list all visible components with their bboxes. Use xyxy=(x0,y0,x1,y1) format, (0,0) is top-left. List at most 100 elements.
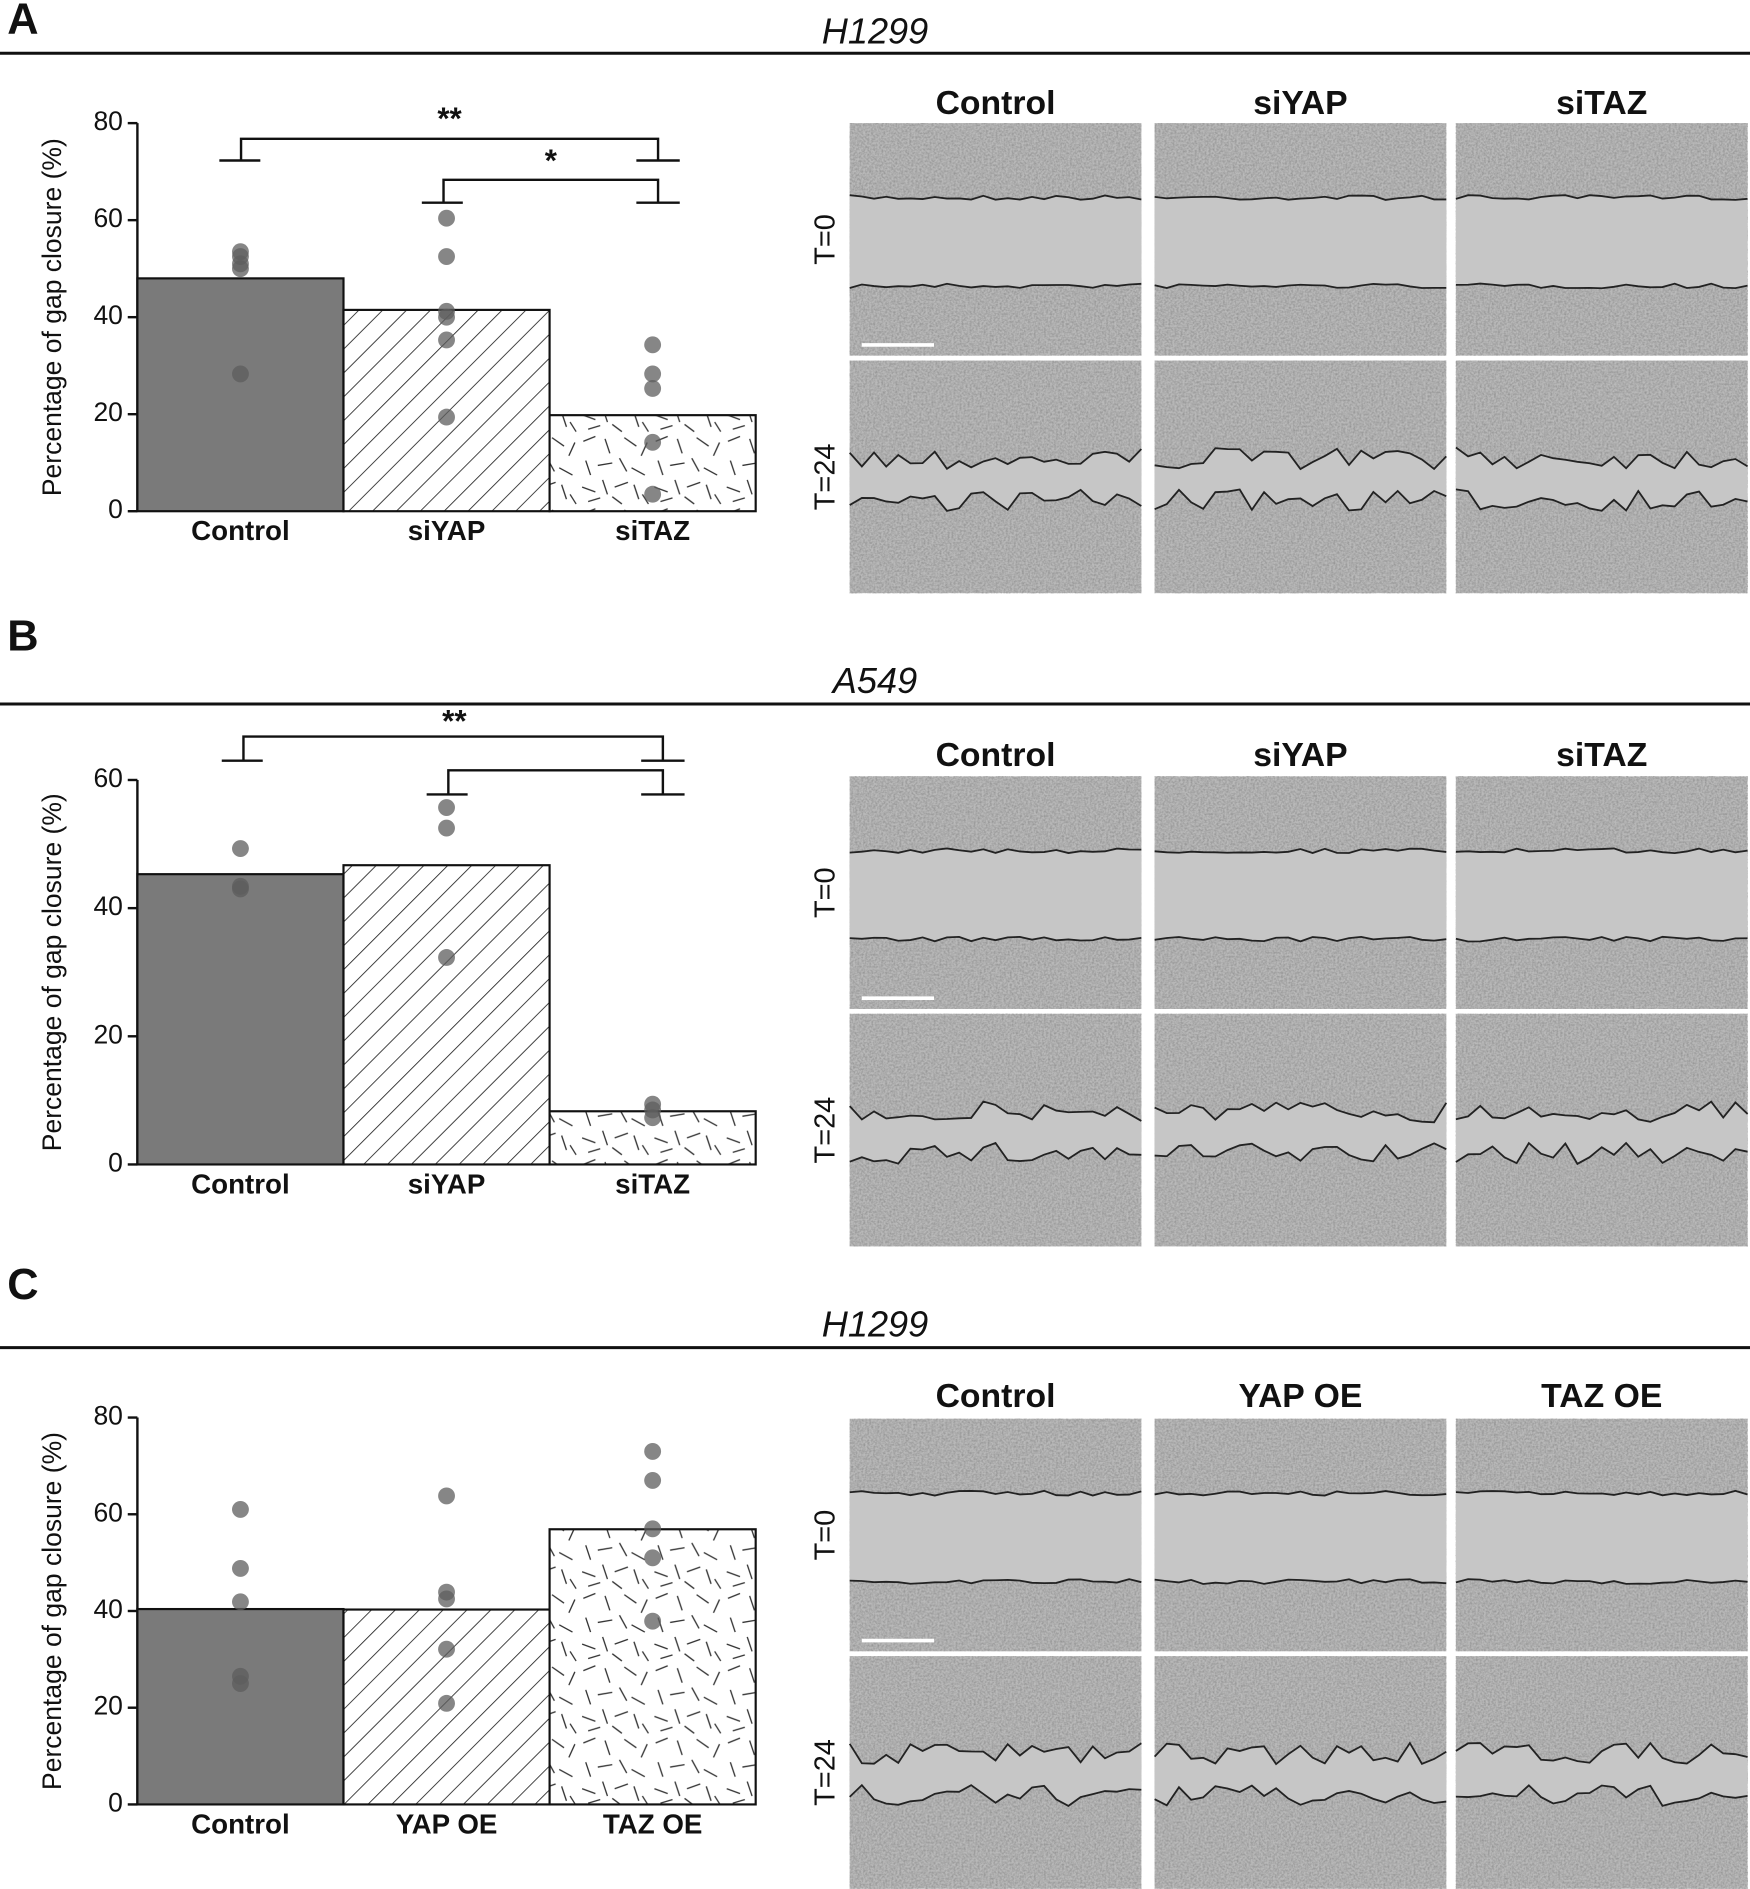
panel-label: C xyxy=(7,1261,38,1309)
data-point xyxy=(644,365,662,383)
wound-edge xyxy=(1455,935,1748,943)
significance-label: ** xyxy=(437,101,462,136)
image-separator xyxy=(849,355,1748,361)
image-row-label: T=0 xyxy=(809,214,841,265)
image-separator xyxy=(849,1008,1748,1014)
wound-edge xyxy=(1455,194,1748,201)
data-point xyxy=(644,1471,662,1489)
data-point xyxy=(644,336,662,354)
data-point xyxy=(438,1590,455,1608)
panel-label: B xyxy=(7,612,38,660)
wound-gap xyxy=(1154,448,1447,511)
data-point xyxy=(438,1640,455,1658)
wound-edge xyxy=(849,935,1142,943)
data-point xyxy=(438,1487,455,1505)
wound-edge xyxy=(1154,1784,1447,1807)
y-tick-label: 20 xyxy=(93,1691,122,1721)
y-tick-label: 0 xyxy=(108,494,123,524)
y-axis-label: Percentage of gap closure (%) xyxy=(37,793,67,1151)
y-tick-label: 60 xyxy=(93,1497,122,1527)
image-row-label: T=24 xyxy=(809,1097,841,1164)
x-tick-label: Control xyxy=(191,515,290,546)
bar xyxy=(136,873,345,1166)
y-tick-label: 80 xyxy=(93,1401,122,1431)
wound-gap xyxy=(1154,1743,1447,1806)
data-point xyxy=(232,880,249,898)
wound-edge xyxy=(1154,1490,1447,1497)
image-row-label: T=24 xyxy=(809,444,841,511)
data-point xyxy=(438,408,455,426)
data-point xyxy=(644,1442,662,1460)
wound-edge xyxy=(1455,1741,1748,1765)
wound-edge xyxy=(1455,1100,1749,1123)
wound-edge xyxy=(1455,446,1749,470)
y-tick-label: 20 xyxy=(93,397,122,427)
bar xyxy=(342,864,551,1166)
wound-edge xyxy=(1154,283,1447,289)
data-point xyxy=(438,1694,455,1712)
data-point xyxy=(232,365,249,383)
data-point xyxy=(438,331,455,349)
significance-label: * xyxy=(545,143,558,178)
wound-edge xyxy=(849,1578,1142,1585)
data-point xyxy=(232,1560,249,1577)
data-point xyxy=(438,949,455,966)
wound-edge xyxy=(1154,488,1447,512)
wound-edge xyxy=(849,1141,1142,1165)
image-row-label: T=24 xyxy=(809,1739,841,1806)
wound-gap xyxy=(849,848,1142,942)
image-separator xyxy=(849,1651,1748,1657)
wound-gap xyxy=(1455,1490,1748,1584)
wound-edge xyxy=(849,847,1142,854)
y-tick-label: 40 xyxy=(93,1594,122,1624)
wound-edge xyxy=(1455,1784,1748,1807)
y-axis-label: Percentage of gap closure (%) xyxy=(37,138,67,496)
significance-label: ** xyxy=(442,704,467,739)
x-tick-label: siYAP xyxy=(408,515,486,546)
wound-edge xyxy=(1154,194,1447,201)
x-tick-label: siYAP xyxy=(408,1168,486,1199)
data-point xyxy=(438,819,455,837)
y-tick-label: 60 xyxy=(93,763,122,793)
wound-edge xyxy=(848,1742,1142,1765)
panel-title: A549 xyxy=(831,660,917,701)
y-tick-label: 60 xyxy=(93,203,122,233)
wound-edge xyxy=(1455,847,1748,855)
x-tick-label: siTAZ xyxy=(615,1168,690,1199)
data-point xyxy=(232,840,249,857)
data-point xyxy=(644,1549,662,1567)
wound-edge xyxy=(1154,935,1447,943)
wound-gap xyxy=(1154,1491,1447,1584)
wound-gap xyxy=(849,1743,1142,1806)
panel-title: H1299 xyxy=(822,10,929,51)
bar xyxy=(548,1528,757,1806)
data-point xyxy=(438,248,455,265)
wound-edge xyxy=(1455,488,1748,512)
data-point xyxy=(438,209,455,227)
image-column-label: Control xyxy=(936,84,1056,122)
wound-gap xyxy=(1455,447,1748,511)
image-column-label: siYAP xyxy=(1253,736,1347,774)
data-point xyxy=(644,1520,662,1538)
x-tick-label: siTAZ xyxy=(615,515,690,546)
image-column-label: siYAP xyxy=(1253,84,1347,122)
wound-edge xyxy=(849,1489,1142,1497)
y-tick-label: 0 xyxy=(108,1147,123,1177)
wound-edge xyxy=(1154,1578,1447,1585)
image-column-label: siTAZ xyxy=(1556,84,1647,122)
data-point xyxy=(438,308,455,326)
image-column-label: YAP OE xyxy=(1239,1377,1363,1415)
image-column-label: Control xyxy=(936,1377,1056,1415)
data-point xyxy=(232,1501,249,1518)
wound-edge xyxy=(1455,282,1748,290)
panel-label: A xyxy=(7,0,38,43)
wound-edge xyxy=(1154,1142,1447,1163)
y-tick-label: 0 xyxy=(108,1787,123,1817)
x-tick-label: Control xyxy=(191,1808,290,1839)
image-column-label: Control xyxy=(936,736,1056,774)
data-point xyxy=(644,485,662,503)
wound-edge xyxy=(849,1100,1142,1122)
data-point xyxy=(232,1593,249,1611)
